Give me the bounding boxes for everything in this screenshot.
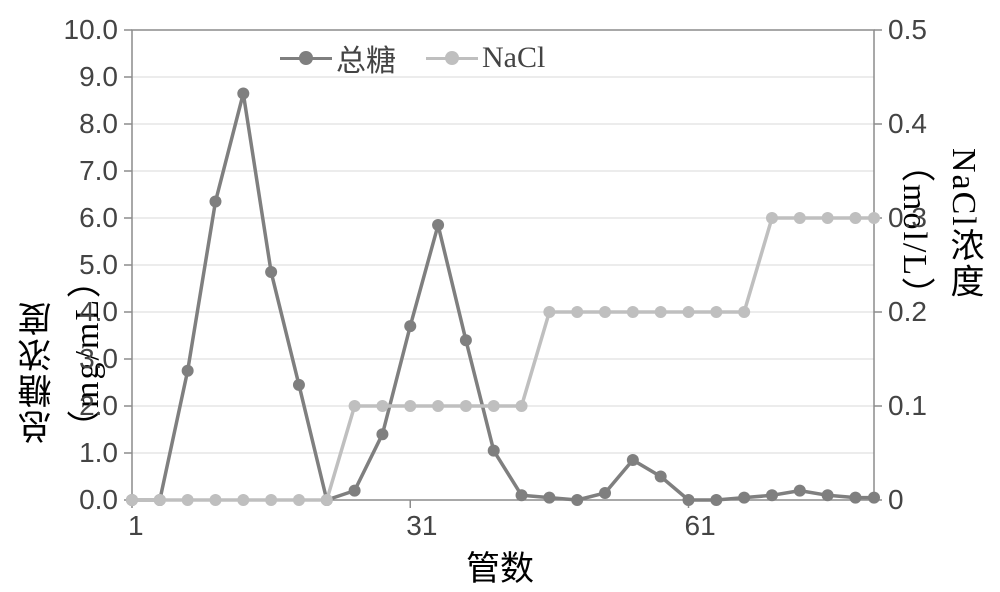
tick-label: 0.3 [888,202,927,234]
tick-label: 5.0 [79,249,118,281]
tick-label: 3.0 [79,343,118,375]
tick-label: 61 [685,510,716,542]
legend-label: 总糖 [336,36,396,80]
tick-label: 9.0 [79,61,118,93]
tick-label: 10.0 [64,14,119,46]
tick-label: 0.2 [888,296,927,328]
tick-label: 4.0 [79,296,118,328]
tick-label: 1 [128,510,144,542]
legend-item: NaCl [426,41,545,75]
tick-label: 0.0 [79,484,118,516]
legend-swatch [426,57,478,60]
chart-plot [0,0,1000,592]
legend-item: 总糖 [280,36,396,80]
tick-label: 0.5 [888,14,927,46]
tick-label: 6.0 [79,202,118,234]
legend-swatch [280,57,332,60]
tick-label: 8.0 [79,108,118,140]
tick-label: 1.0 [79,437,118,469]
legend-marker-icon [299,51,313,65]
tick-label: 2.0 [79,390,118,422]
tick-label: 7.0 [79,155,118,187]
tick-label: 0.4 [888,108,927,140]
tick-label: 31 [406,510,437,542]
x-axis-label: 管数 [466,541,534,590]
chart-container: 总糖浓度（mg/mL） NaCl浓度（mol/L） 管数 总糖NaCl 0.01… [0,0,1000,592]
legend: 总糖 NaCl [280,36,545,80]
legend-label: NaCl [482,41,545,75]
tick-label: 0 [888,484,904,516]
legend-marker-icon [445,51,459,65]
tick-label: 0.1 [888,390,927,422]
